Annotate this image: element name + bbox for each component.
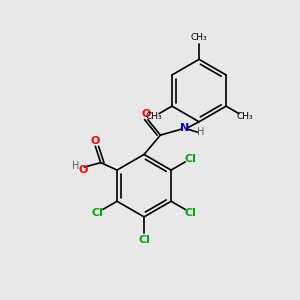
Text: CH₃: CH₃: [236, 112, 253, 122]
Text: CH₃: CH₃: [145, 112, 162, 122]
Text: O: O: [78, 165, 88, 175]
Text: H: H: [197, 127, 205, 137]
Text: Cl: Cl: [138, 235, 150, 245]
Text: CH₃: CH₃: [191, 33, 207, 42]
Text: Cl: Cl: [185, 208, 197, 218]
Text: Cl: Cl: [185, 154, 197, 164]
Text: Cl: Cl: [91, 208, 103, 218]
Text: N: N: [180, 123, 189, 133]
Text: O: O: [142, 109, 151, 119]
Text: H: H: [72, 161, 80, 171]
Text: O: O: [91, 136, 100, 146]
